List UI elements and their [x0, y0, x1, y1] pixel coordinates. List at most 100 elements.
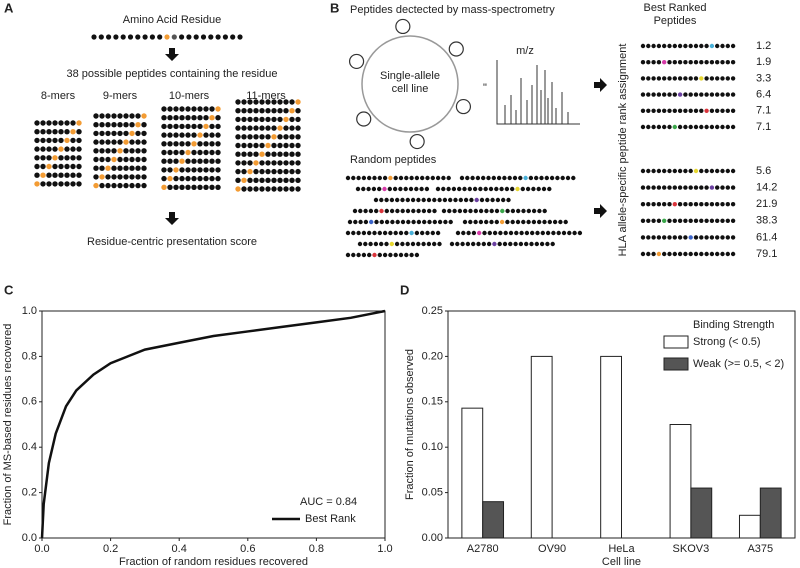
residue-dot [141, 165, 147, 171]
residue-dot [120, 34, 126, 40]
residue-dot [253, 142, 259, 149]
residue-dot [472, 186, 478, 192]
residue-dot [677, 76, 683, 81]
residue-dot [167, 167, 173, 173]
x-tick-label: 0.0 [34, 543, 49, 555]
residue-dot [531, 186, 536, 192]
residue-dot [382, 186, 387, 192]
residue-dot [478, 219, 484, 225]
residue-dot [377, 175, 382, 181]
residue-dot [373, 197, 379, 203]
residue-dot [247, 160, 253, 166]
residue-dot [271, 108, 277, 114]
residue-dot [161, 158, 167, 164]
residue-dot [366, 186, 371, 192]
residue-dot [699, 43, 704, 49]
residue-dot [389, 241, 394, 247]
residue-dot [398, 175, 404, 181]
y-tick-label: 0.0 [22, 532, 37, 544]
residue-dot [289, 151, 295, 157]
residue-dot [197, 158, 203, 164]
residue-dot [481, 241, 486, 247]
residue-dot [105, 148, 111, 154]
residue-dot [161, 115, 167, 121]
residue-dot [395, 219, 400, 225]
residue-dot [235, 186, 241, 192]
residue-dot [179, 106, 185, 112]
plot-frame [41, 310, 386, 539]
residue-dot [411, 208, 416, 214]
residue-dot [241, 151, 247, 157]
residue-dot [123, 139, 129, 145]
residue-dot [259, 186, 265, 192]
rank-value: 7.1 [756, 121, 771, 133]
residue-dot [640, 168, 646, 174]
residue-dot [70, 181, 76, 187]
residue-dot [295, 134, 301, 140]
residue-dot [161, 167, 167, 173]
residue-dot [662, 235, 667, 240]
residue-dot [693, 218, 699, 223]
residue-dot [358, 208, 363, 214]
residue-dot [672, 76, 677, 81]
residue-dot [372, 252, 377, 258]
residue-dot [400, 208, 405, 214]
residue-dot [265, 99, 271, 105]
residue-dot [545, 230, 551, 236]
residue-dot [730, 168, 736, 174]
residue-dot [693, 43, 699, 49]
residue-dot [693, 202, 699, 207]
residue-dot [241, 116, 247, 123]
residue-dot [478, 208, 484, 214]
residue-dot [432, 241, 437, 247]
residue-dot [117, 182, 123, 189]
residue-dot [421, 197, 426, 203]
residue-dot [283, 134, 289, 140]
residue-dot [52, 120, 58, 126]
residue-dot [725, 92, 730, 97]
residue-dot [677, 92, 683, 97]
rank-value: 1.2 [756, 40, 771, 52]
residue-dot [173, 123, 179, 130]
panel-c: C [4, 282, 14, 297]
residue-dot [283, 177, 289, 183]
residue-dot [40, 129, 46, 135]
residue-dot [492, 230, 498, 236]
residue-dot [437, 197, 442, 203]
residue-dot [672, 124, 677, 130]
residue-dot [93, 139, 99, 145]
residue-dot [167, 123, 173, 130]
residue-dot [537, 219, 542, 225]
residue-dot [388, 230, 393, 236]
residue-dot [725, 202, 730, 207]
ranked-title-box: Best Ranked Peptides [644, 2, 707, 27]
residue-dot [235, 125, 241, 131]
residue-dot [646, 108, 651, 114]
residue-dot [167, 149, 173, 156]
residue-dot [99, 122, 105, 128]
residue-dot [105, 182, 111, 189]
residue-dot [547, 186, 552, 192]
residue-dot [720, 60, 725, 65]
residue-dot [356, 230, 361, 236]
x-tick-label: 0.2 [103, 543, 118, 555]
residue-dot [64, 129, 70, 135]
residue-dot [247, 151, 253, 157]
residue-dot [656, 92, 662, 97]
residue-dot [363, 208, 368, 214]
residue-dot [667, 108, 672, 114]
residue-dot [58, 163, 64, 170]
residue-dot [167, 115, 173, 121]
residue-dot [105, 165, 111, 171]
y-tick-label: 0.10 [422, 441, 443, 453]
residue-dot [398, 230, 404, 236]
residue-dot [704, 76, 709, 81]
residue-dot [451, 186, 457, 192]
residue-dot [667, 218, 672, 223]
residue-dot [289, 134, 295, 140]
residue-dot [135, 139, 141, 145]
residue-dot [640, 185, 646, 190]
cell-line: Single-allele cell line [380, 70, 440, 95]
residue-dot [646, 76, 651, 81]
y-tick-label: 0.8 [22, 350, 37, 362]
